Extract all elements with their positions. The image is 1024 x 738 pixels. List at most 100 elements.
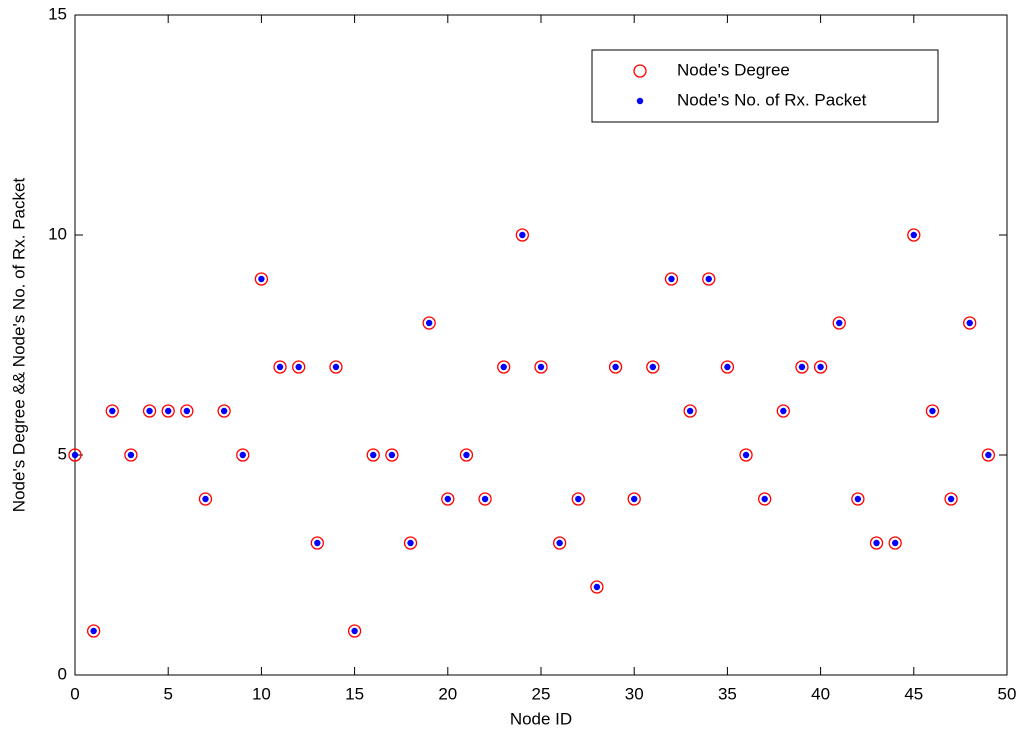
legend-box [591, 49, 939, 123]
point [966, 319, 973, 327]
point [891, 539, 899, 547]
point [385, 448, 399, 462]
point [813, 360, 828, 374]
point [761, 495, 768, 503]
point [329, 360, 343, 374]
point [739, 448, 753, 462]
point [873, 539, 880, 547]
point [236, 448, 250, 462]
point [758, 492, 772, 506]
point [463, 451, 470, 459]
point [142, 404, 157, 418]
point [702, 272, 716, 286]
y-tick-label: 5 [58, 444, 67, 463]
point [220, 407, 228, 415]
point [90, 627, 97, 635]
point [593, 583, 601, 591]
point [724, 363, 731, 371]
point [836, 319, 843, 327]
point [254, 272, 269, 286]
point [854, 495, 862, 503]
point [388, 451, 396, 459]
point [276, 363, 284, 371]
point [86, 624, 101, 638]
point [202, 495, 209, 503]
plot-area [74, 14, 1008, 676]
x-axis-label: Node ID [510, 709, 572, 728]
legend-marker [633, 64, 647, 78]
x-tick-label: 45 [904, 684, 923, 703]
point [165, 407, 172, 415]
point [127, 451, 135, 459]
point [646, 360, 660, 374]
point [258, 275, 265, 283]
point [332, 363, 340, 371]
point [183, 407, 191, 415]
point [105, 404, 119, 418]
point [571, 492, 585, 506]
point [631, 495, 638, 503]
x-tick-label: 20 [438, 684, 457, 703]
point [832, 316, 846, 330]
point [985, 451, 992, 459]
point [497, 360, 511, 374]
point [441, 492, 455, 506]
point [403, 536, 418, 550]
point [798, 363, 806, 371]
point [795, 360, 809, 374]
point [295, 363, 302, 371]
point [422, 316, 436, 330]
point [686, 407, 694, 415]
y-tick-label: 0 [58, 664, 67, 683]
point [124, 448, 138, 462]
point [608, 360, 623, 374]
x-tick-label: 15 [345, 684, 364, 703]
point [273, 360, 287, 374]
x-tick-label: 35 [718, 684, 737, 703]
point [500, 363, 507, 371]
point [481, 495, 489, 503]
point [649, 363, 657, 371]
x-tick-label: 10 [252, 684, 271, 703]
point [519, 231, 526, 239]
point [347, 624, 362, 638]
point [459, 448, 474, 462]
point [780, 407, 787, 415]
point [534, 360, 548, 374]
point [944, 492, 958, 506]
point [478, 492, 492, 506]
point [407, 539, 414, 547]
point [71, 451, 79, 459]
point [664, 272, 679, 286]
point [239, 451, 246, 459]
y-axis-label: Node's Degree && Node's No. of Rx. Packe… [9, 178, 28, 513]
point [817, 363, 824, 371]
point [869, 536, 884, 550]
point [612, 363, 619, 371]
x-tick-label: 5 [163, 684, 172, 703]
point [668, 275, 675, 283]
point [180, 404, 194, 418]
legend-marker [636, 97, 644, 105]
point [444, 495, 451, 503]
point [947, 495, 955, 503]
point [198, 492, 213, 506]
legend-label: Node's Degree [677, 60, 790, 79]
point [552, 536, 567, 550]
x-tick-label: 0 [70, 684, 79, 703]
point [161, 404, 175, 418]
point [742, 451, 750, 459]
y-tick-label: 10 [48, 224, 67, 243]
point [310, 536, 324, 550]
x-tick-label: 50 [998, 684, 1017, 703]
legend-label: Node's No. of Rx. Packet [677, 90, 867, 109]
point [907, 228, 921, 242]
point [851, 492, 865, 506]
x-tick-label: 25 [532, 684, 551, 703]
point [720, 360, 735, 374]
point [537, 363, 545, 371]
point [776, 404, 790, 418]
point [963, 316, 977, 330]
